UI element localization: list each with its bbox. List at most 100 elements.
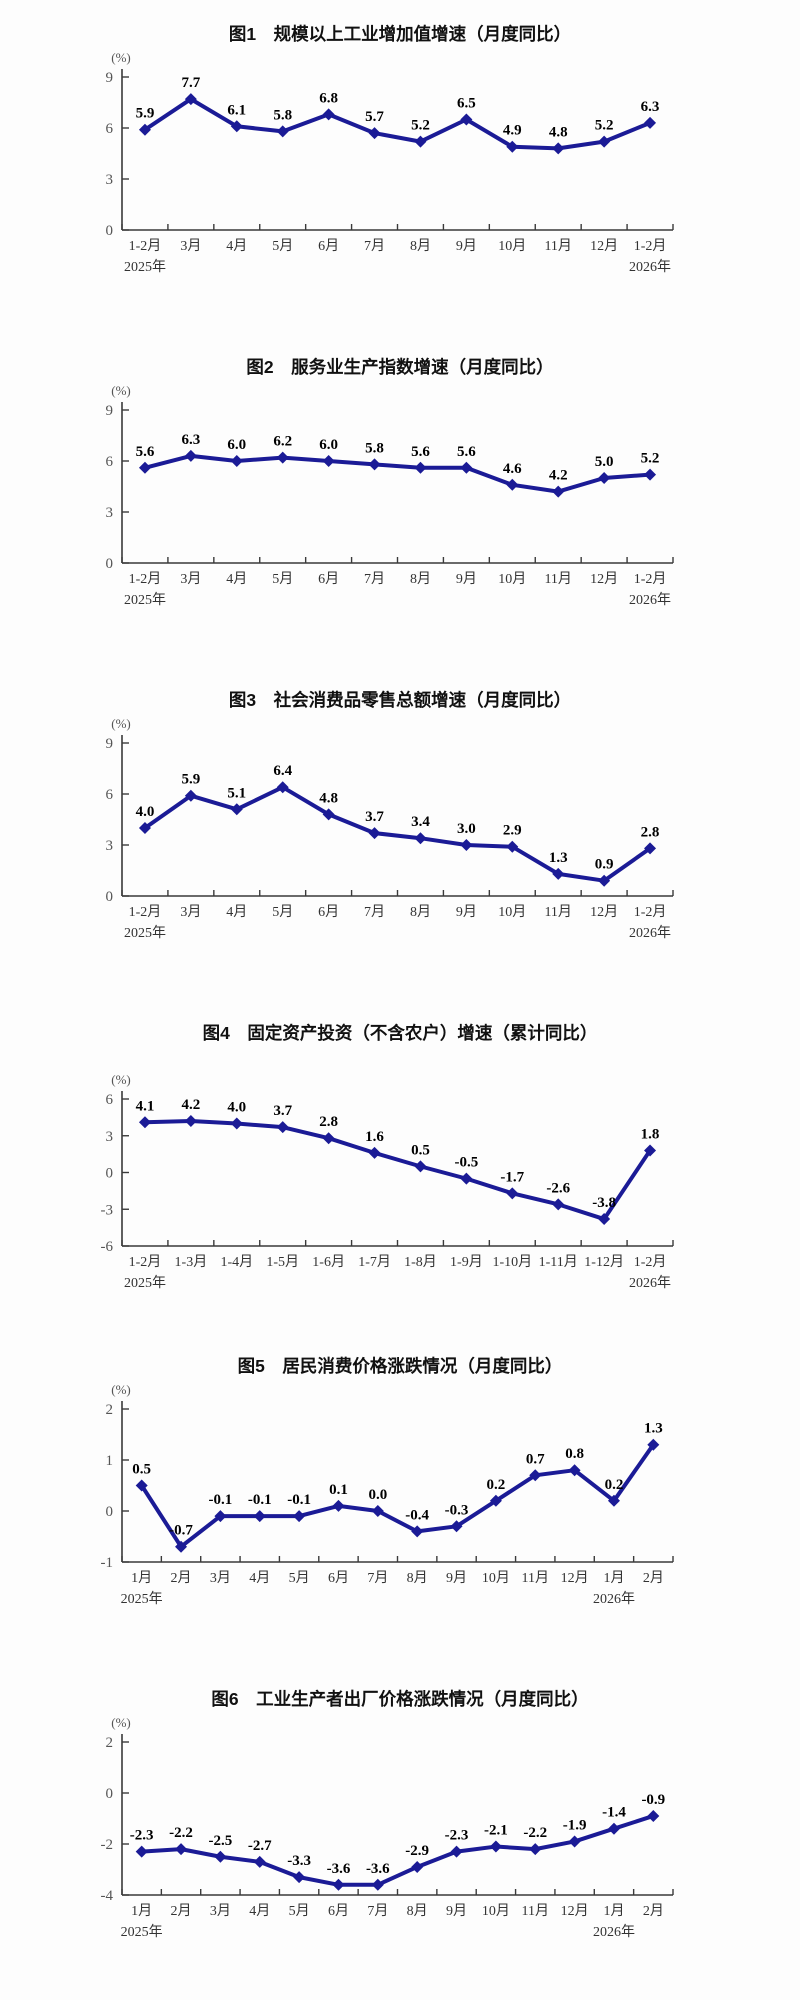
x-axis-label: 11月 [544,238,571,254]
data-point-marker [598,135,611,148]
data-point-marker [414,1160,427,1173]
x-axis-label: 6月 [318,904,339,920]
data-point-label: 0.0 [368,1487,387,1503]
data-point-marker [644,842,657,855]
data-point-marker [184,449,197,462]
chart-4-title: 图4 固定资产投资（不含农户）增速（累计同比） [203,1023,598,1043]
data-point-marker [184,93,197,106]
x-axis-label: 10月 [482,1570,510,1586]
x-axis-label: 1-2月 [129,904,162,920]
x-axis-label: 10月 [498,571,526,587]
data-point-label: 6.0 [227,437,246,453]
data-point-marker [506,140,519,153]
data-point-label: -0.1 [287,1492,311,1508]
data-point-marker [644,116,657,129]
x-axis-label: 1-2月 [634,238,667,254]
data-point-label: 5.2 [595,118,614,134]
data-point-label: 4.8 [549,124,568,140]
x-axis-label: 3月 [210,1570,231,1586]
y-axis-tick-label: 1 [106,1453,114,1469]
chart-5-title: 图5 居民消费价格涨跌情况（月度同比） [238,1356,563,1376]
x-axis-label: 7月 [364,238,385,254]
data-point-marker [529,1843,542,1856]
data-point-label: 6.8 [319,90,338,106]
series-line [143,97,651,151]
data-point-marker [135,1479,148,1492]
y-axis-tick-label: 9 [106,736,114,752]
x-axis-label: 8月 [407,1903,428,1919]
data-point-label: 5.9 [136,106,155,122]
x-axis-year-label: 2025年 [124,925,166,941]
x-axis-year-label: 2026年 [593,1591,635,1607]
y-axis-tick-label: -3 [101,1202,114,1218]
data-point-label: -2.1 [484,1823,508,1839]
chart-5-plot: (%) 2 1 0 -1 1月 2月 3月 4月 5月 6月 7月 8月 9月 10月 11月 12月 1月 2月 2… [101,1382,674,1607]
chart-3-plot: (%) 9 6 3 0 1-2月 3月 4月 5月 6月 7月 8月 9月 10月 11月 12月 1-2月 20… [106,716,674,941]
x-axis-label: 4月 [226,571,247,587]
data-point-marker [598,472,611,484]
data-point-marker [214,1510,227,1523]
data-point-marker [552,1198,565,1211]
x-axis-label: 5月 [289,1903,310,1919]
x-axis-year-label: 2025年 [121,1591,163,1607]
chart-6-title: 图6 工业生产者出厂价格涨跌情况（月度同比） [211,1689,588,1709]
data-point-label: 3.7 [273,1103,292,1119]
y-axis-tick-label: 0 [106,1786,114,1802]
y-axis-tick-label: 0 [106,1166,114,1182]
data-point-label: 5.9 [182,772,201,788]
x-axis-label: 1-11月 [539,1254,578,1270]
data-point-marker [647,1438,660,1451]
x-axis-label: 6月 [318,238,339,254]
y-axis-tick-label: 0 [106,889,114,905]
data-point-marker [276,125,289,138]
data-point-marker [322,808,335,821]
chart-2-plot: (%) 9 6 3 0 1-2月 3月 4月 5月 6月 7月 8月 9月 10月 11月 12月 1-2月 20… [106,383,674,608]
x-axis-label: 3月 [180,238,201,254]
data-point-marker [230,803,243,816]
x-axis-label: 1-10月 [492,1254,532,1270]
x-axis-label: 9月 [456,238,477,254]
x-axis-label: 1月 [131,1570,152,1586]
data-point-label: 6.3 [182,432,201,448]
data-point-marker [411,1860,424,1873]
data-point-marker [414,461,427,474]
x-axis-label: 6月 [328,1570,349,1586]
x-axis-label: 8月 [410,238,431,254]
data-point-marker [506,840,519,853]
data-point-label: -0.3 [445,1502,469,1518]
data-point-marker [322,455,335,467]
x-axis-label: 1-4月 [220,1254,253,1270]
data-point-marker [138,822,151,834]
data-point-label: 4.0 [136,804,155,820]
data-point-marker [368,827,381,840]
data-point-marker [568,1464,581,1477]
x-axis-label: 12月 [561,1903,589,1919]
data-point-marker [138,461,151,474]
x-axis-label: 4月 [226,238,247,254]
data-point-marker [644,1144,657,1157]
data-point-marker [607,1494,620,1507]
data-point-label: 0.7 [526,1451,545,1467]
x-axis-year-label: 2026年 [629,592,671,608]
data-point-marker [450,1845,463,1858]
data-point-marker [293,1510,306,1523]
y-axis-tick-label: 6 [106,121,114,137]
data-point-label: 6.2 [273,434,292,450]
data-point-marker [253,1855,266,1868]
x-axis-label: 1-6月 [312,1254,345,1270]
x-axis-label: 1-12月 [584,1254,624,1270]
data-point-marker [552,485,565,498]
data-point-label: 0.2 [605,1477,624,1493]
data-point-marker [214,1850,227,1863]
y-axis-tick-label: 3 [106,838,114,854]
data-point-marker [411,1525,424,1538]
x-axis-label: 9月 [446,1903,467,1919]
chart-figure-4: 图4 固定资产投资（不含农户）增速（累计同比） (%) 6 3 0 -3 -6 1-2月 1-… [101,1023,674,1291]
data-point-marker [276,1121,289,1134]
x-axis-label: 2月 [643,1570,664,1586]
data-point-label: 6.3 [641,99,660,115]
y-axis-tick-label: -1 [101,1555,114,1571]
x-axis-label: 1月 [603,1570,624,1586]
y-axis-unit-label: (%) [111,1715,131,1730]
data-point-label: 0.9 [595,857,614,873]
